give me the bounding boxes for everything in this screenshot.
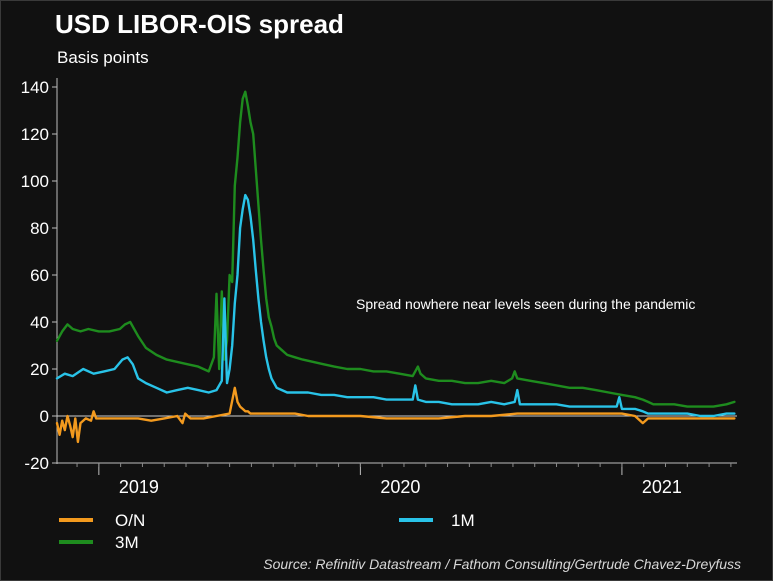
chart-annotation: Spread nowhere near levels seen during t… [356, 296, 695, 312]
x-tick-label: 2021 [642, 477, 682, 497]
chart-subtitle: Basis points [57, 48, 149, 67]
series-group [55, 90, 736, 444]
series-line-1m [55, 193, 736, 418]
x-axis: 2019 2020 2021 [57, 462, 737, 497]
y-tick-label: 100 [21, 172, 49, 191]
legend-label-on: O/N [115, 511, 145, 530]
series-line-3m [55, 90, 736, 408]
y-tick-label: 140 [21, 78, 49, 97]
chart-title: USD LIBOR-OIS spread [55, 9, 344, 39]
y-axis: -20 0 20 40 60 80 100 120 140 [21, 78, 57, 473]
series-line-on [55, 386, 736, 444]
y-tick-label: 40 [30, 313, 49, 332]
y-tick-label: -20 [24, 454, 49, 473]
y-tick-label: 0 [40, 407, 49, 426]
y-tick-label: 80 [30, 219, 49, 238]
y-tick-label: 120 [21, 125, 49, 144]
legend: O/N 1M 3M [59, 511, 475, 552]
x-tick-label: 2020 [380, 477, 420, 497]
legend-label-3m: 3M [115, 533, 139, 552]
source-note: Source: Refinitiv Datastream / Fathom Co… [263, 556, 741, 572]
x-tick-label: 2019 [119, 477, 159, 497]
legend-label-1m: 1M [451, 511, 475, 530]
y-tick-label: 60 [30, 266, 49, 285]
y-tick-label: 20 [30, 360, 49, 379]
